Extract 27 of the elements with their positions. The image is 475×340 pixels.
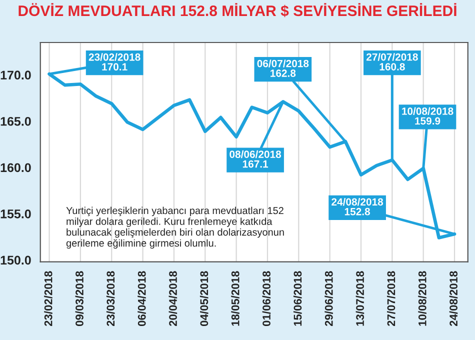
x-tick-label: 01/06/2018	[262, 271, 271, 326]
x-tick-label: 18/05/2018	[231, 271, 240, 326]
x-tick-label: 06/04/2018	[138, 271, 146, 326]
annotation: Yurtiçi yerleşiklerin yabancı para mevduatları 152 milyar dolara geriledi. Kuru frenlemeye katkıda bulunacak gelişmelerden biri olan dolarizasyonun gerileme eğilimine girmesi olumlu.	[66, 206, 284, 249]
x-tick-label: 20/04/2018	[168, 271, 178, 326]
y-tick-label: 155.0	[0, 209, 31, 218]
x-tick-label: 13/07/2018	[356, 271, 364, 326]
annotation: 08/06/2018 167.1	[230, 150, 282, 168]
x-tick-label: 15/06/2018	[293, 271, 302, 326]
y-tick-label: 165.0	[0, 116, 31, 126]
annotation: 23/02/2018 170.1	[88, 53, 140, 70]
x-tick-label: 09/03/2018	[75, 271, 84, 326]
x-tick-label: 27/07/2018	[386, 271, 396, 326]
annotation: 24/08/2018 152.8	[332, 198, 384, 216]
x-tick-label: 10/08/2018	[418, 271, 426, 326]
annotation: 06/07/2018 162.8	[257, 60, 309, 77]
x-tick-label: 04/05/2018	[200, 271, 208, 326]
y-tick-label: 170.0	[0, 70, 31, 80]
annotation: 10/08/2018 159.9	[402, 107, 454, 125]
y-tick-label: 150.0	[0, 256, 31, 265]
y-tick-label: 160.0	[0, 163, 31, 172]
x-tick-label: 23/03/2018	[106, 271, 115, 326]
chart-title: DÖVİZ MEVDUATLARI 152.8 MİLYAR $ SEVİYESİNE GERİLEDİ	[18, 3, 456, 18]
x-tick-label: 29/06/2018	[324, 271, 333, 326]
annotation: 27/07/2018 160.8	[366, 53, 418, 70]
x-tick-label: 23/02/2018	[44, 271, 52, 326]
x-tick-label: 24/08/2018	[449, 271, 458, 326]
